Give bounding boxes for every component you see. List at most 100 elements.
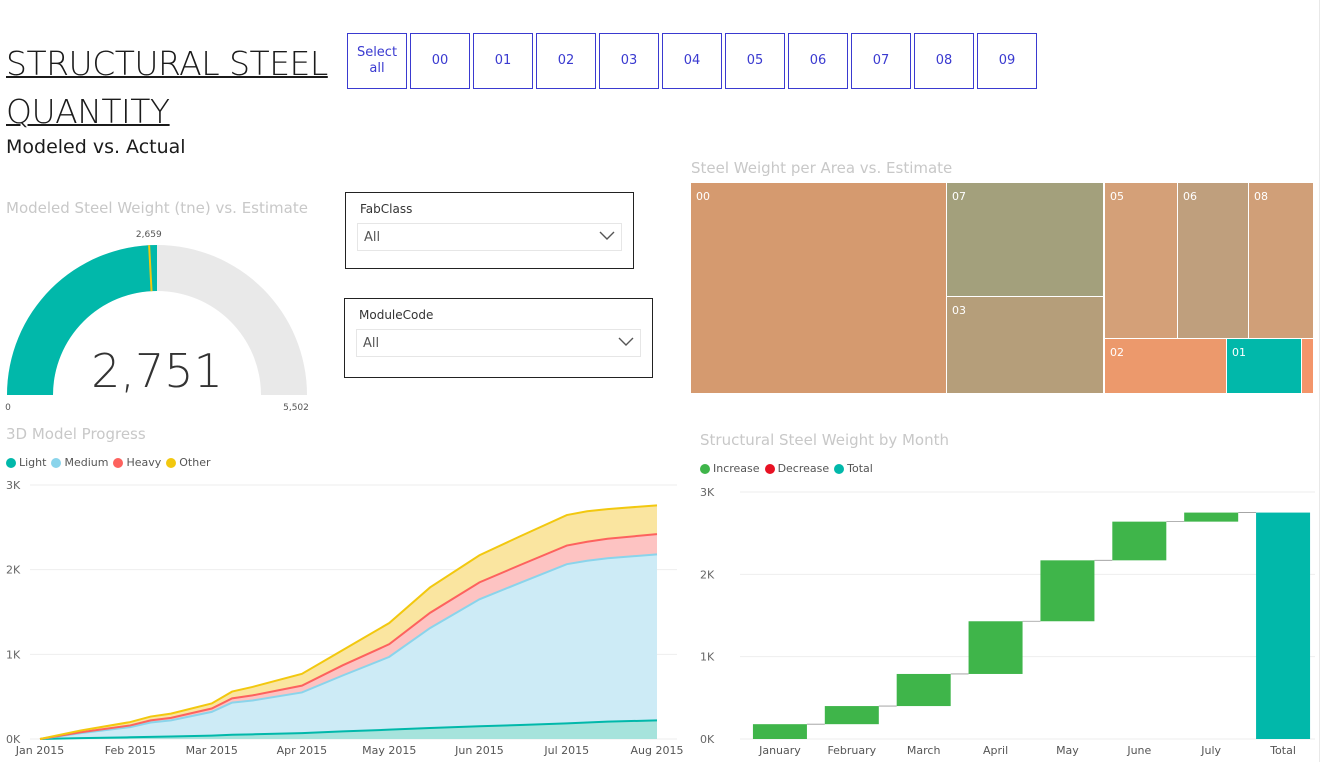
- x-tick-label: February: [827, 744, 876, 757]
- treemap-tile-00[interactable]: [691, 183, 946, 393]
- gauge-chart[interactable]: 2,659 2,751 0 5,502: [0, 225, 320, 420]
- area-button-06[interactable]: 06: [788, 33, 848, 89]
- line-light: [39, 719, 658, 740]
- legend-dot-icon: [6, 457, 16, 468]
- waterfall-bar-july[interactable]: [1184, 512, 1239, 522]
- y-tick-label: 2K: [6, 564, 21, 577]
- treemap-tile-other[interactable]: [1302, 339, 1313, 393]
- chevron-down-icon: [599, 231, 615, 240]
- legend-item-other[interactable]: Other: [166, 456, 210, 469]
- fabclass-dropdown[interactable]: All: [357, 223, 622, 251]
- area-button-07[interactable]: 07: [851, 33, 911, 89]
- fabclass-label: FabClass: [360, 202, 413, 216]
- area-button-01[interactable]: 01: [473, 33, 533, 89]
- treemap-label: 01: [1232, 346, 1246, 359]
- legend-label: Other: [179, 456, 211, 469]
- x-tick-label: Jul 2015: [543, 744, 589, 757]
- legend-dot-icon: [764, 463, 775, 474]
- y-tick-label: 1K: [6, 648, 21, 661]
- treemap-tile-07[interactable]: [947, 183, 1103, 296]
- area-button-09[interactable]: 09: [977, 33, 1037, 89]
- legend-item-medium[interactable]: Medium: [51, 456, 108, 469]
- treemap-label: 07: [952, 190, 966, 203]
- x-tick-label: Aug 2015: [631, 744, 684, 757]
- fabclass-slicer: FabClass All: [345, 192, 634, 269]
- area-slicer: Select all 00 01 02 03 04 05 06 07 08 09: [347, 33, 1037, 89]
- area-chart[interactable]: 0K 1K 2K 3K Jan 2015 Feb 2015 Mar 2015 Apr 2015…: [0, 475, 690, 762]
- legend-label: Light: [19, 456, 47, 469]
- modulecode-dropdown[interactable]: All: [356, 329, 641, 357]
- area-chart-title: 3D Model Progress: [6, 425, 146, 443]
- waterfall-bar-may[interactable]: [1040, 560, 1095, 622]
- area-other[interactable]: [40, 505, 657, 739]
- modulecode-value: All: [363, 336, 380, 351]
- modulecode-label: ModuleCode: [359, 308, 434, 322]
- area-heavy[interactable]: [40, 534, 657, 739]
- chevron-down-icon: [618, 337, 634, 346]
- y-tick-label: 2K: [700, 568, 715, 581]
- legend-item-heavy[interactable]: Heavy: [113, 456, 161, 469]
- treemap-title: Steel Weight per Area vs. Estimate: [691, 159, 953, 177]
- waterfall-title: Structural Steel Weight by Month: [700, 431, 950, 449]
- x-tick-label: June: [1126, 744, 1151, 757]
- gauge-fill: [7, 245, 157, 395]
- waterfall-bar-total[interactable]: [1256, 512, 1311, 739]
- area-button-05[interactable]: 05: [725, 33, 785, 89]
- waterfall-bar-june[interactable]: [1112, 521, 1167, 561]
- legend-item-increase[interactable]: Increase: [700, 462, 760, 475]
- legend-item-light[interactable]: Light: [6, 456, 46, 469]
- treemap-label: 06: [1183, 190, 1197, 203]
- legend-item-total[interactable]: Total: [834, 462, 873, 475]
- line-other: [39, 504, 658, 740]
- modulecode-slicer: ModuleCode All: [344, 298, 653, 378]
- x-tick-label: January: [758, 744, 801, 757]
- gauge-min-label: 0: [5, 403, 11, 413]
- waterfall-bar-january[interactable]: [752, 724, 807, 739]
- x-tick-label: Apr 2015: [277, 744, 328, 757]
- treemap-label: 00: [696, 190, 710, 203]
- waterfall-chart[interactable]: 0K 1K 2K 3K January February March April May June…: [690, 480, 1320, 762]
- treemap-label: 05: [1110, 190, 1124, 203]
- area-button-00[interactable]: 00: [410, 33, 470, 89]
- line-medium: [39, 553, 658, 740]
- x-tick-label: April: [983, 744, 1008, 757]
- page-title: STRUCTURAL STEEL QUANTITY: [6, 40, 328, 136]
- treemap-tile-05[interactable]: [1105, 183, 1177, 338]
- area-button-02[interactable]: 02: [536, 33, 596, 89]
- gauge-target-marker: [148, 245, 153, 292]
- legend-label: Total: [847, 462, 873, 475]
- legend-label: Medium: [64, 456, 109, 469]
- legend-dot-icon: [700, 463, 710, 474]
- area-button-08[interactable]: 08: [914, 33, 974, 89]
- treemap-tile-06[interactable]: [1178, 183, 1248, 338]
- x-tick-label: Jan 2015: [15, 744, 64, 757]
- x-tick-label: Total: [1269, 744, 1296, 757]
- waterfall-bar-march[interactable]: [896, 673, 951, 707]
- area-medium[interactable]: [40, 554, 657, 739]
- area-button-03[interactable]: 03: [599, 33, 659, 89]
- treemap-tile-01[interactable]: [1227, 339, 1301, 393]
- treemap-tile-08[interactable]: [1249, 183, 1313, 338]
- gauge-max-label: 5,502: [283, 403, 309, 413]
- fabclass-value: All: [364, 230, 381, 245]
- legend-dot-icon: [834, 463, 845, 474]
- x-tick-label: May 2015: [362, 744, 416, 757]
- line-heavy: [39, 533, 658, 740]
- select-all-button[interactable]: Select all: [347, 33, 407, 89]
- treemap-label: 08: [1254, 190, 1268, 203]
- x-tick-label: May: [1056, 744, 1079, 757]
- legend-dot-icon: [166, 457, 177, 468]
- waterfall-bar-april[interactable]: [968, 621, 1023, 674]
- treemap-tile-02[interactable]: [1105, 339, 1226, 393]
- y-tick-label: 3K: [6, 479, 21, 492]
- waterfall-bar-february[interactable]: [824, 706, 879, 725]
- legend-item-decrease[interactable]: Decrease: [764, 462, 830, 475]
- legend-label: Decrease: [777, 462, 830, 475]
- area-button-04[interactable]: 04: [662, 33, 722, 89]
- treemap-tile-03[interactable]: [947, 297, 1103, 393]
- treemap-label: 02: [1110, 346, 1124, 359]
- treemap-chart[interactable]: 00 07 03 05 06 08 02 01: [691, 183, 1315, 395]
- area-light[interactable]: [40, 720, 657, 739]
- gauge-target-label: 2,659: [136, 230, 162, 240]
- gauge-title: Modeled Steel Weight (tne) vs. Estimate: [6, 199, 308, 217]
